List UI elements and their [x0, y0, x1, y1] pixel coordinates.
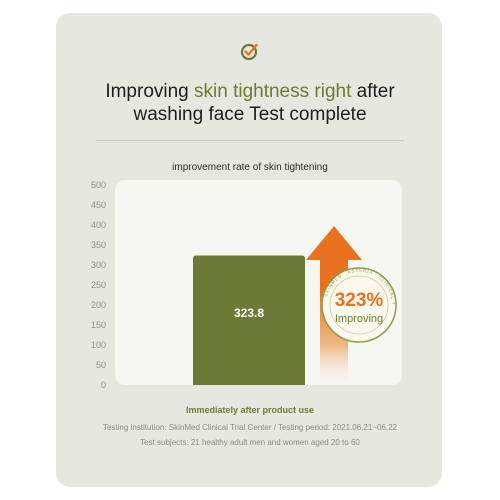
divider	[96, 140, 404, 141]
badge-percent: 323%	[335, 290, 384, 311]
y-tick-label: 50	[96, 360, 106, 370]
chart-title: improvement rate of skin tightening	[172, 162, 328, 173]
y-tick-label: 400	[91, 220, 106, 230]
headline-prefix: Improving	[105, 81, 195, 102]
x-axis-label: Immediately after product use	[185, 405, 315, 415]
check-circle-icon	[240, 43, 258, 61]
y-tick-label: 100	[91, 340, 106, 350]
improvement-badge	[321, 267, 397, 343]
headline-suffix: after	[351, 81, 395, 102]
headline-line-1: Improving skin tightness right after	[60, 80, 440, 103]
bar-value-label: 323.8	[234, 306, 264, 320]
badge-label: Improving	[335, 313, 383, 325]
y-tick-label: 250	[91, 280, 106, 290]
y-tick-label: 500	[91, 180, 106, 190]
headline-line-2: washing face Test complete	[133, 104, 367, 125]
headline-highlight: skin tightness right	[194, 81, 352, 102]
y-tick-label: 350	[91, 240, 106, 250]
bar-immediately-after	[193, 255, 305, 385]
headline: Improving skin tightness right after was…	[60, 80, 440, 126]
badge-inner-ring	[329, 275, 389, 335]
y-tick-label: 0	[101, 380, 106, 390]
y-tick-label: 150	[91, 320, 106, 330]
y-tick-label: 300	[91, 260, 106, 270]
test-subjects-note: Test subjects: 21 healthy adult men and …	[140, 438, 360, 447]
test-institution-note: Testing institution: SkinMed Clinical Tr…	[102, 423, 398, 432]
y-tick-label: 200	[91, 300, 106, 310]
y-tick-label: 450	[91, 200, 106, 210]
